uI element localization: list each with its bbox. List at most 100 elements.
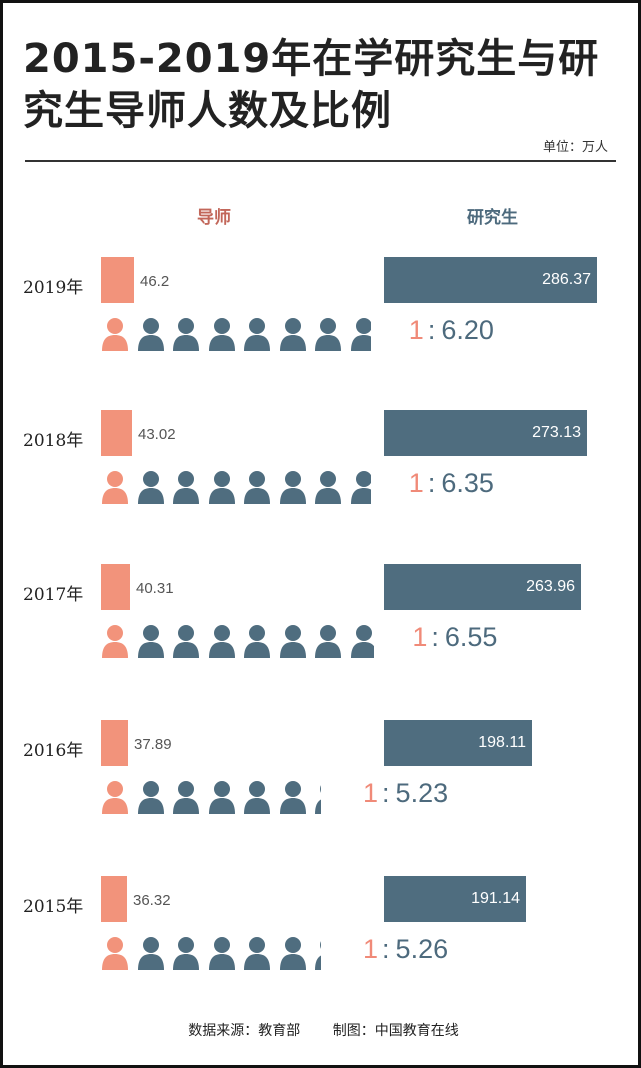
- tutor-bar: [101, 876, 127, 922]
- student-person-icon: [243, 624, 271, 658]
- student-person-icon: [314, 624, 342, 658]
- student-value-label: 191.14: [471, 890, 520, 907]
- year-row: 2017年 40.31 263.96 1:6.55: [3, 564, 641, 704]
- ratio-colon: :: [427, 468, 436, 498]
- ratio-label: 1:6.55: [412, 622, 497, 653]
- ratio-value: 6.55: [444, 622, 498, 652]
- year-row: 2018年 43.02 273.13 1:6.35: [3, 410, 641, 550]
- student-person-icon: [208, 780, 236, 814]
- student-person-icon: [137, 624, 165, 658]
- student-person-icon: [137, 780, 165, 814]
- tutor-value-label: 37.89: [134, 736, 172, 753]
- ratio-icons: [101, 624, 375, 660]
- tutor-person-icon: [101, 936, 129, 970]
- ratio-one: 1: [412, 622, 428, 652]
- student-value-label: 198.11: [478, 734, 526, 751]
- student-value-label: 286.37: [542, 271, 591, 288]
- student-person-icon: [208, 624, 236, 658]
- data-source: 数据来源：教育部: [188, 1023, 301, 1039]
- tutor-value-label: 36.32: [133, 892, 171, 909]
- student-value-label: 263.96: [526, 578, 575, 595]
- student-bar: 198.11: [384, 720, 532, 766]
- ratio-colon: :: [431, 622, 439, 652]
- student-bar: 191.14: [384, 876, 526, 922]
- ratio-label: 1:5.26: [363, 934, 448, 965]
- chart-footer: 数据来源：教育部 制图：中国教育在线: [3, 1020, 641, 1040]
- tutor-column-header: 导师: [197, 208, 231, 228]
- student-person-icon: [314, 317, 342, 351]
- tutor-bar: [101, 410, 132, 456]
- student-bar: 263.96: [384, 564, 581, 610]
- year-label: 2017年: [23, 585, 84, 605]
- student-person-icon: [208, 470, 236, 504]
- student-person-icon: [208, 936, 236, 970]
- student-person-icon: [243, 936, 271, 970]
- student-person-icon: [279, 317, 307, 351]
- student-person-icon: [243, 317, 271, 351]
- student-person-icon: [279, 470, 307, 504]
- student-person-icon: [172, 470, 200, 504]
- student-person-icon: [243, 470, 271, 504]
- tutor-bar: [101, 720, 128, 766]
- student-person-icon: [137, 936, 165, 970]
- student-person-icon: [350, 470, 371, 504]
- ratio-icons: [101, 317, 371, 353]
- student-person-icon: [279, 936, 307, 970]
- student-person-icon: [137, 470, 165, 504]
- chart-maker: 制图：中国教育在线: [332, 1023, 459, 1039]
- student-person-icon: [172, 780, 200, 814]
- ratio-value: 6.35: [441, 468, 494, 498]
- tutor-person-icon: [101, 624, 129, 658]
- tutor-value-label: 46.2: [140, 273, 170, 290]
- student-person-icon: [314, 936, 322, 970]
- ratio-one: 1: [363, 934, 379, 964]
- tutor-value-label: 40.31: [136, 580, 174, 597]
- year-label: 2018年: [23, 431, 84, 451]
- chart-title: 2015-2019年在学研究生与研究生导师人数及比例: [23, 36, 600, 134]
- year-row: 2015年 36.32 191.14 1:5.26: [3, 876, 641, 1016]
- student-person-icon: [279, 624, 307, 658]
- student-person-icon: [243, 780, 271, 814]
- student-person-icon: [350, 624, 375, 658]
- tutor-bar: [101, 257, 134, 303]
- unit-label: 单位：万人: [542, 140, 608, 155]
- ratio-one: 1: [408, 468, 424, 498]
- year-label: 2019年: [23, 278, 84, 298]
- ratio-value: 5.23: [395, 778, 449, 808]
- tutor-bar: [101, 564, 130, 610]
- student-person-icon: [172, 936, 200, 970]
- year-row: 2016年 37.89 198.11 1:5.23: [3, 720, 641, 860]
- title-divider: [25, 160, 616, 162]
- ratio-label: 1:5.23: [363, 778, 448, 809]
- ratio-label: 1:6.35: [409, 468, 494, 499]
- tutor-value-label: 43.02: [138, 426, 176, 443]
- year-row: 2019年 46.2 286.37 1:6.20: [3, 257, 641, 397]
- ratio-one: 1: [363, 778, 379, 808]
- ratio-colon: :: [382, 778, 390, 808]
- student-person-icon: [314, 470, 342, 504]
- ratio-value: 5.26: [395, 934, 449, 964]
- student-person-icon: [279, 780, 307, 814]
- student-bar: 273.13: [384, 410, 587, 456]
- tutor-person-icon: [101, 470, 129, 504]
- student-person-icon: [350, 317, 371, 351]
- ratio-icons: [101, 470, 371, 506]
- student-bar: 286.37: [384, 257, 597, 303]
- ratio-label: 1:6.20: [409, 315, 494, 346]
- student-person-icon: [137, 317, 165, 351]
- student-value-label: 273.13: [532, 424, 581, 441]
- ratio-one: 1: [408, 315, 424, 345]
- student-person-icon: [172, 624, 200, 658]
- tutor-person-icon: [101, 780, 129, 814]
- student-column-header: 研究生: [467, 208, 518, 228]
- ratio-colon: :: [427, 315, 436, 345]
- ratio-value: 6.20: [441, 315, 494, 345]
- student-person-icon: [314, 780, 322, 814]
- year-label: 2015年: [23, 897, 84, 917]
- ratio-icons: [101, 936, 322, 972]
- tutor-person-icon: [101, 317, 129, 351]
- student-person-icon: [208, 317, 236, 351]
- ratio-icons: [101, 780, 322, 816]
- student-person-icon: [172, 317, 200, 351]
